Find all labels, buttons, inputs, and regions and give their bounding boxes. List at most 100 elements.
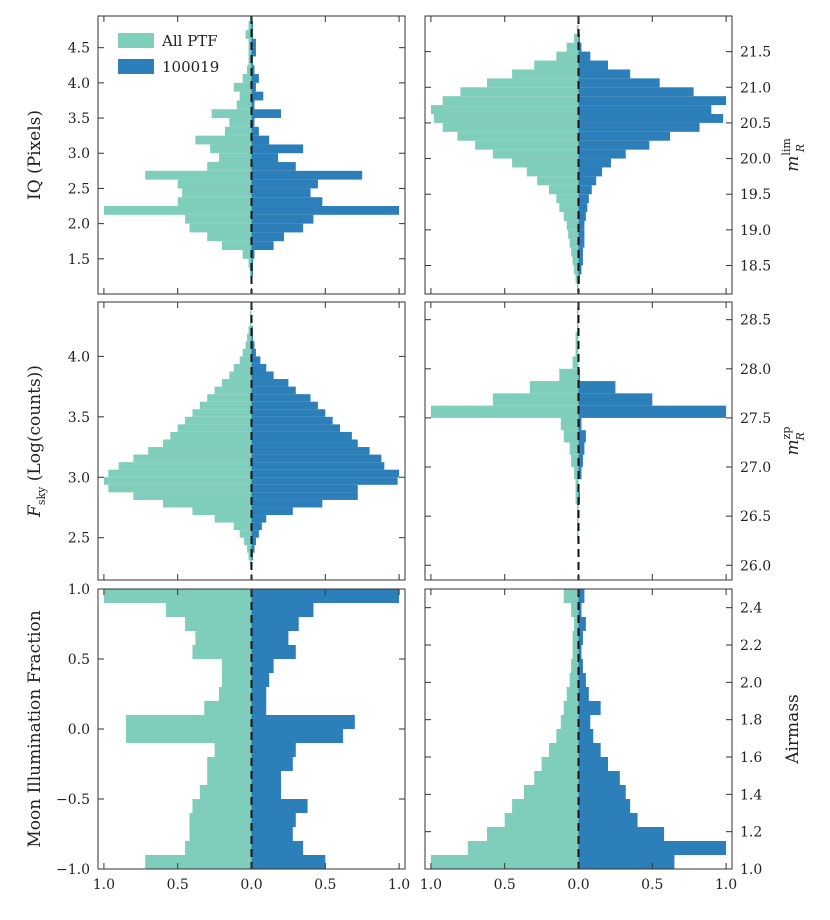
y-tick-label: 2.0 [740, 675, 762, 691]
ylabel-sub: R [794, 432, 807, 441]
bar-all-ptf [239, 356, 252, 364]
bar-all-ptf [574, 617, 579, 631]
bar-all-ptf [229, 371, 252, 380]
bar-all-ptf [207, 232, 252, 242]
bar-100019 [578, 743, 601, 757]
bar-100019 [578, 149, 626, 159]
bar-100019 [251, 126, 259, 136]
bar-all-ptf [563, 430, 579, 443]
bar-all-ptf [177, 197, 252, 207]
panel-airmass: 1.0 0.5 0.0 0.5 1.01.01.21.41.61.82.02.22.4A… [420, 588, 803, 893]
bar-all-ptf [224, 126, 252, 136]
ylabel-main: m [783, 156, 803, 172]
bar-100019 [251, 409, 326, 417]
bar-all-ptf [145, 170, 252, 180]
bar-100019 [251, 379, 289, 387]
bar-all-ptf [233, 363, 252, 372]
bar-100019 [251, 492, 358, 500]
bar-100019 [251, 645, 296, 659]
bar-100019 [251, 82, 256, 92]
bars-mlim [430, 24, 727, 293]
bar-100019 [251, 401, 318, 410]
bar-all-ptf [512, 158, 579, 168]
bar-all-ptf [185, 214, 252, 224]
bar-all-ptf [504, 813, 579, 827]
bar-100019 [251, 785, 282, 799]
bar-100019 [578, 617, 586, 631]
bar-all-ptf [577, 283, 579, 293]
y-axis-title: Airmass [783, 694, 803, 765]
bar-100019 [251, 356, 261, 364]
bar-all-ptf [126, 729, 252, 743]
y-tick-label: −0.5 [56, 792, 90, 808]
bar-all-ptf [189, 827, 252, 841]
bar-all-ptf [492, 393, 579, 406]
bar-all-ptf [214, 386, 252, 395]
bar-all-ptf [229, 118, 252, 127]
y-tick-label: 0.0 [68, 722, 90, 738]
bar-100019 [251, 617, 299, 631]
bar-100019 [251, 118, 255, 127]
bar-all-ptf [245, 30, 252, 39]
ylabel-main: F [25, 504, 45, 518]
x-tick-label: 0.5 [314, 877, 336, 893]
bar-100019 [578, 60, 609, 70]
bar-all-ptf [165, 603, 252, 617]
bar-100019 [578, 729, 594, 743]
bar-100019 [251, 206, 400, 215]
y-tick-label: 19.5 [740, 187, 771, 203]
y-axis-title: mlimR [780, 138, 807, 172]
y-tick-label: 0.5 [68, 652, 90, 668]
bar-all-ptf [571, 247, 579, 257]
bar-all-ptf [571, 454, 579, 468]
bar-100019 [251, 179, 318, 189]
bar-100019 [251, 267, 253, 277]
y-tick-label: 26.5 [740, 509, 771, 525]
bar-all-ptf [118, 462, 252, 470]
bar-all-ptf [571, 659, 579, 673]
bar-100019 [251, 603, 314, 617]
panel-mzp: 26.0 26.5 27.0 27.5 28.0 28.5 mzpR [424, 301, 807, 581]
bar-100019 [251, 687, 267, 701]
y-axis-title: mzpR [780, 427, 807, 456]
y-tick-label: 20.5 [740, 116, 771, 132]
bar-100019 [578, 687, 589, 701]
bar-all-ptf [433, 114, 579, 123]
bar-all-ptf [214, 743, 252, 757]
bar-100019 [578, 799, 631, 813]
bar-all-ptf [207, 162, 252, 171]
bar-100019 [251, 250, 255, 259]
bar-all-ptf [221, 379, 252, 387]
bar-all-ptf [559, 368, 579, 382]
bar-all-ptf [219, 687, 252, 701]
bar-all-ptf [192, 409, 252, 417]
bar-100019 [251, 394, 311, 402]
y-tick-label: 28.5 [740, 313, 771, 329]
bar-all-ptf [233, 522, 252, 531]
bar-100019 [251, 65, 255, 75]
bar-all-ptf [192, 507, 252, 516]
bar-100019 [578, 87, 694, 97]
bar-all-ptf [572, 631, 579, 645]
bar-all-ptf [571, 603, 579, 617]
bar-100019 [251, 743, 296, 757]
bar-all-ptf [207, 394, 252, 402]
y-tick-label: 26.0 [740, 558, 771, 574]
y-tick-label: 1.0 [68, 582, 90, 598]
bar-all-ptf [248, 552, 252, 561]
bar-all-ptf [572, 256, 579, 266]
bar-100019 [251, 729, 344, 743]
bar-100019 [251, 341, 255, 349]
bar-100019 [578, 589, 585, 603]
panel-iq: 1.5 2.0 2.5 3.0 3.5 4.0 4.5 IQ (Pixels) [25, 15, 406, 295]
bars-fsky [103, 311, 400, 568]
y-tick-label: 20.0 [740, 152, 771, 168]
y-tick-label: 1.5 [68, 252, 90, 268]
y-tick-label: 4.0 [68, 76, 90, 92]
y-tick-label: 28.0 [740, 362, 771, 378]
bar-100019 [578, 185, 592, 195]
x-tick-label: 0.5 [494, 877, 516, 893]
bar-all-ptf [566, 220, 579, 230]
y-tick-label: 1.4 [740, 787, 762, 803]
bar-all-ptf [537, 176, 579, 186]
